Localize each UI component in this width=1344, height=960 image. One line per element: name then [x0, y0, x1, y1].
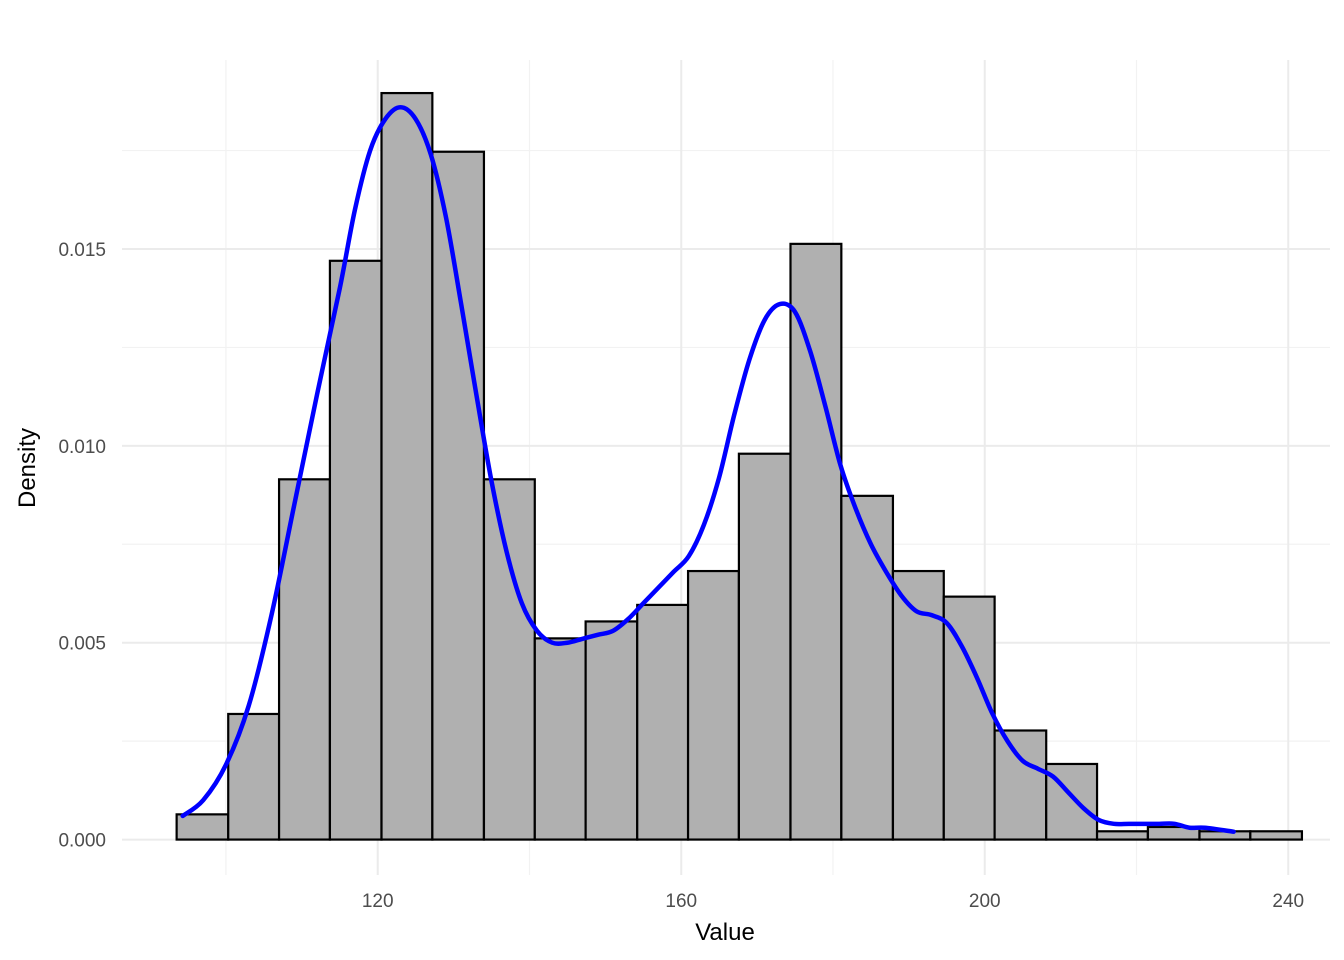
density-curve: [180, 105, 1236, 834]
histogram-bar: [533, 637, 587, 841]
x-tick-label: 200: [969, 891, 1001, 912]
histogram-bar: [1249, 830, 1304, 841]
histogram-bar: [431, 150, 486, 841]
x-axis-title: Value: [695, 919, 755, 946]
histogram-bar: [380, 91, 434, 841]
y-axis-ticks: 0.000 0.005 0.010 0.015: [58, 240, 106, 852]
y-tick-label: 0.015: [58, 240, 106, 261]
y-tick-label: 0.005: [58, 634, 106, 655]
histogram-bar: [175, 813, 230, 841]
histogram-bar: [942, 595, 996, 841]
x-tick-label: 160: [665, 891, 697, 912]
histogram-bar: [891, 569, 945, 841]
histogram-bar: [1095, 830, 1149, 841]
histogram-bar: [840, 494, 895, 841]
histogram-bar: [636, 603, 690, 841]
y-tick-label: 0.010: [58, 437, 106, 458]
histogram-bar: [737, 452, 792, 841]
histogram-bar: [328, 259, 383, 841]
histogram-bar: [789, 242, 843, 841]
histogram-bar: [227, 712, 281, 841]
histogram-bar: [584, 620, 639, 841]
x-tick-label: 120: [362, 891, 394, 912]
y-tick-label: 0.000: [58, 831, 106, 852]
histogram-bar: [482, 478, 536, 841]
histogram-bar: [993, 729, 1048, 841]
x-tick-label: 240: [1272, 891, 1304, 912]
y-axis-title: Density: [14, 428, 41, 508]
histogram-bars: [175, 91, 1304, 841]
x-axis-ticks: 120 160 200 240: [362, 891, 1304, 912]
histogram-bar: [686, 569, 740, 841]
